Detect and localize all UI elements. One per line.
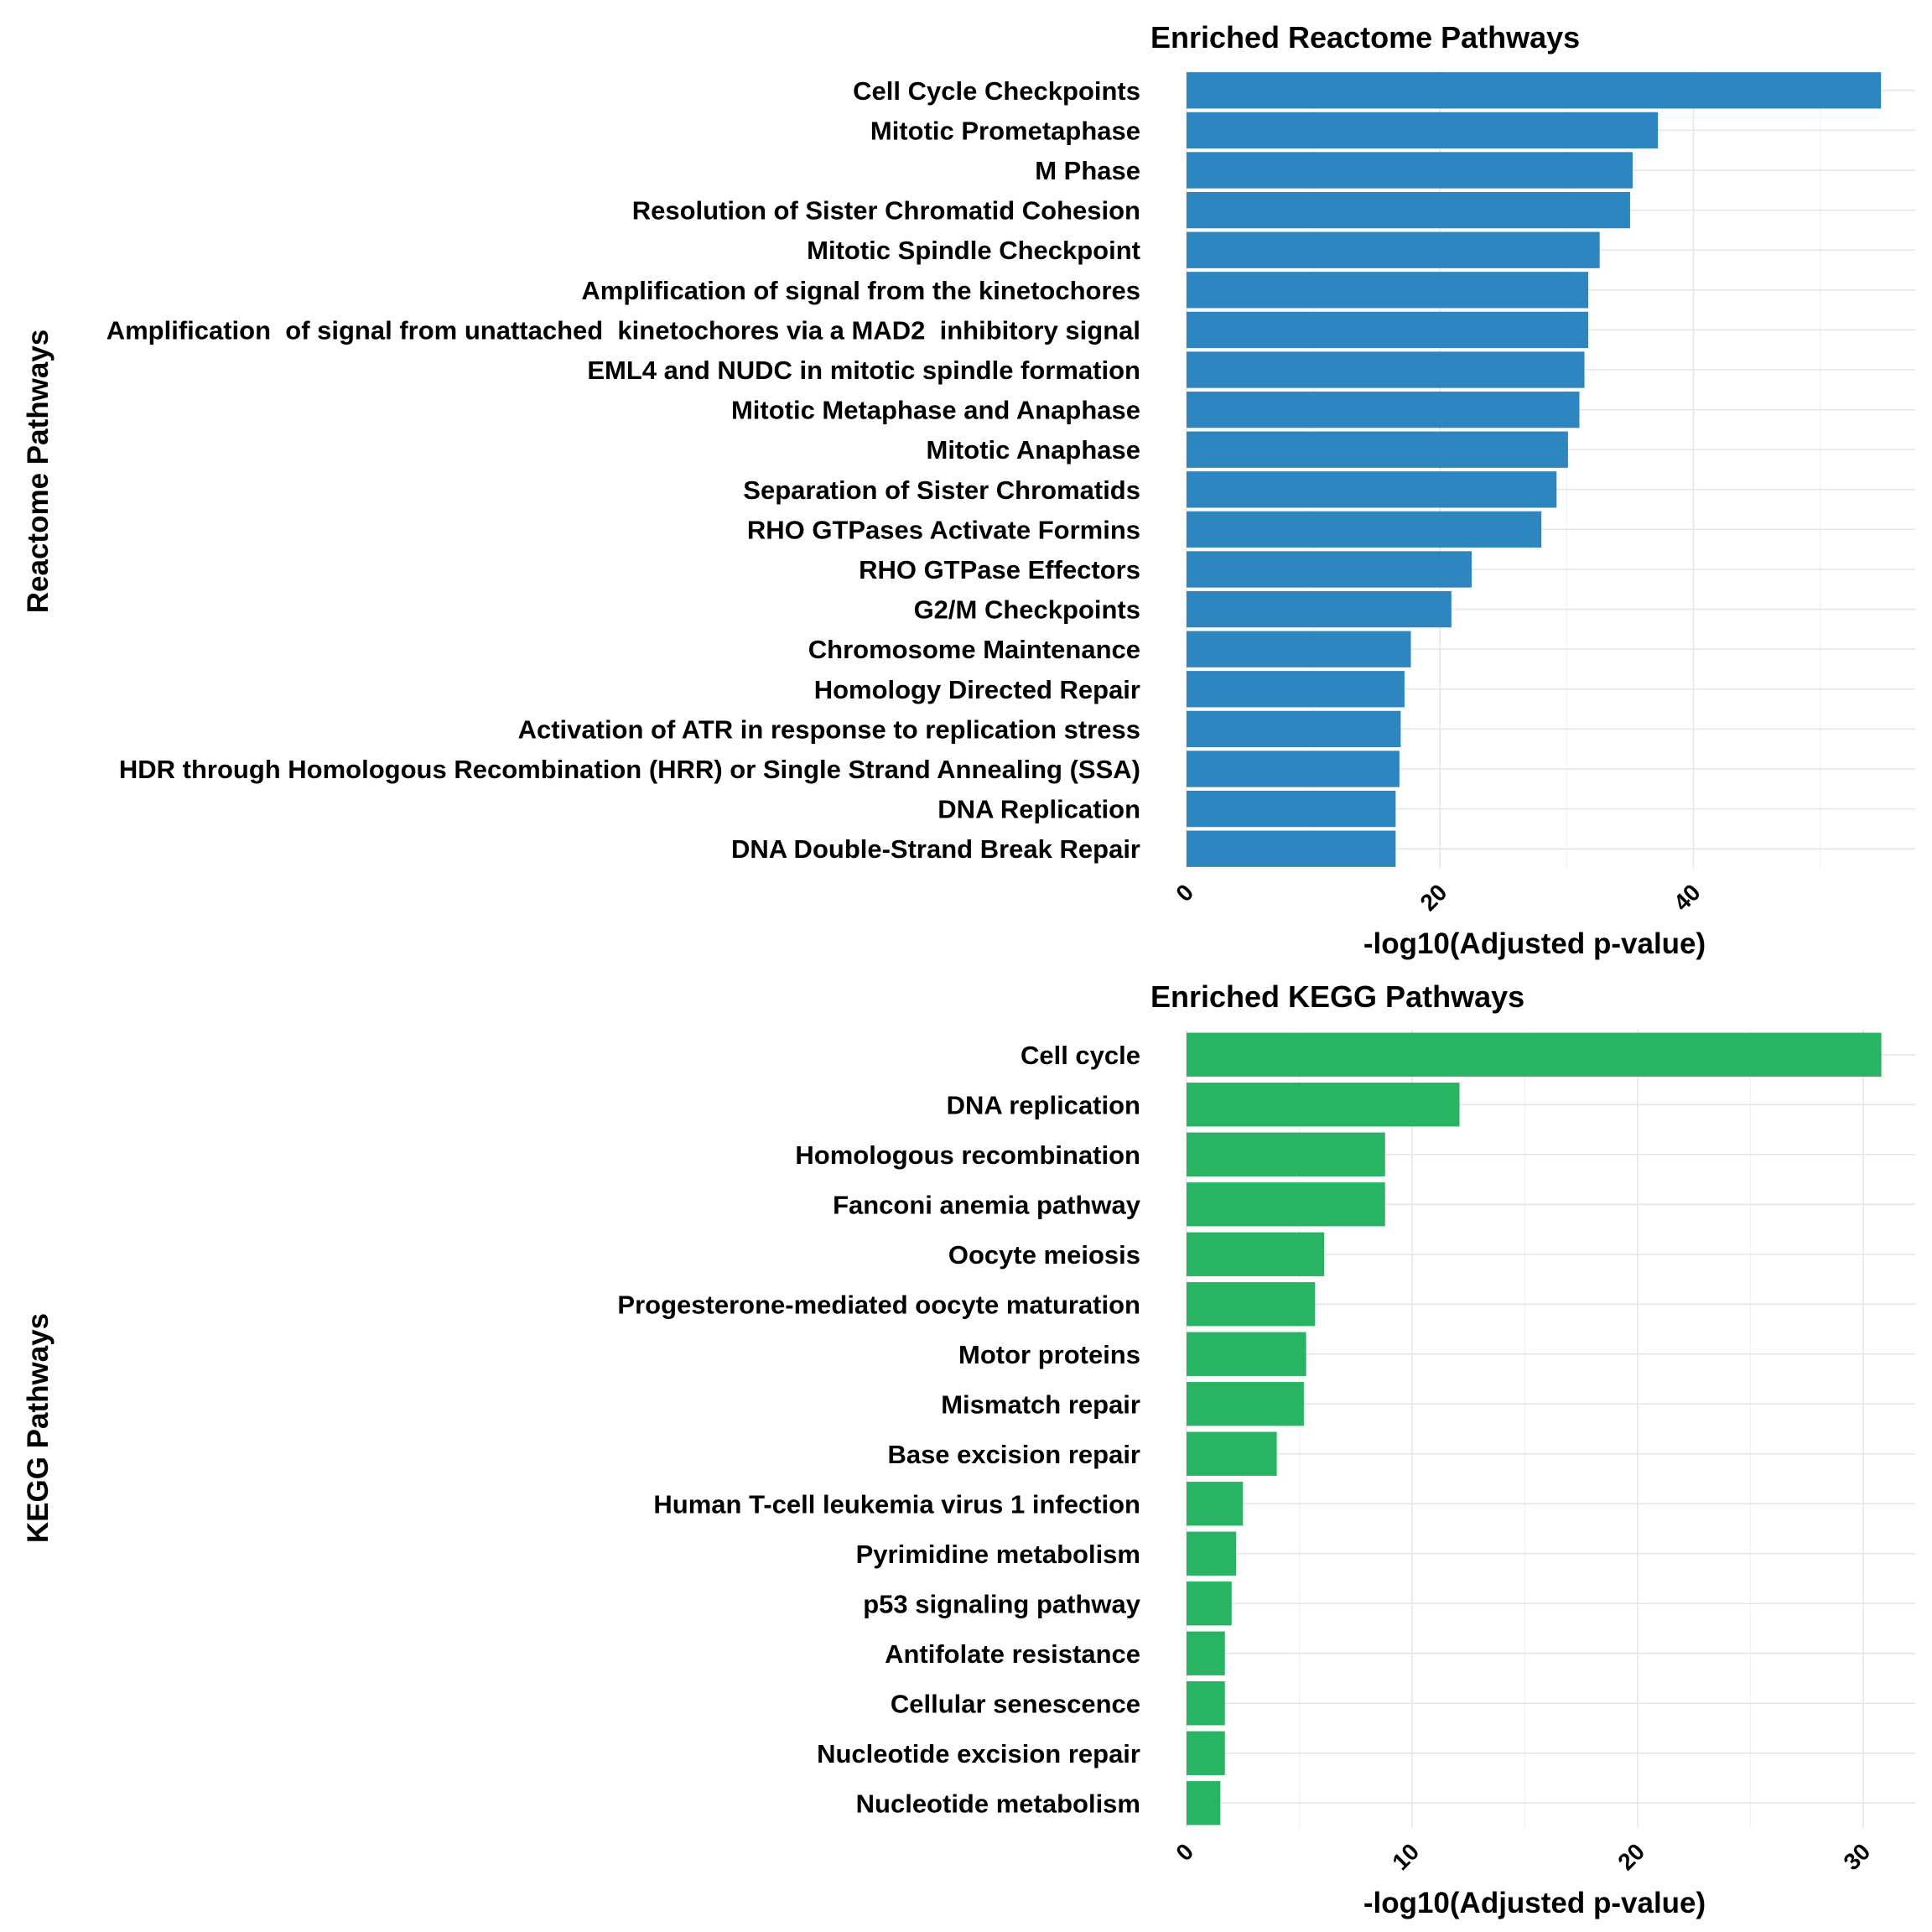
kegg-category-label: Pyrimidine metabolism [856, 1540, 1140, 1569]
kegg-tick-label: 30 [1838, 1838, 1875, 1875]
kegg-bar [1187, 1032, 1882, 1077]
kegg-category-label: Antifolate resistance [885, 1639, 1140, 1669]
kegg-bar [1187, 1431, 1277, 1476]
kegg-category-label: Progesterone-mediated oocyte maturation [617, 1290, 1140, 1319]
kegg-title: Enriched KEGG Pathways [1150, 979, 1524, 1014]
reactome-category-label: Homology Directed Repair [814, 675, 1140, 704]
reactome-category-label: G2/M Checkpoints [914, 595, 1140, 625]
reactome-title: Enriched Reactome Pathways [1150, 20, 1580, 55]
reactome-category-label: Amplification of signal from the kinetoc… [581, 276, 1140, 305]
reactome-bar [1187, 272, 1589, 309]
kegg-bar [1187, 1482, 1244, 1526]
kegg-category-labels: Cell cycle DNA replication Homologous reco… [617, 1041, 1140, 1819]
reactome-bar [1187, 631, 1411, 667]
kegg-category-label: Homologous recombination [795, 1140, 1140, 1170]
kegg-bar [1187, 1332, 1306, 1376]
kegg-bar [1187, 1731, 1225, 1775]
kegg-category-label: Oocyte meiosis [948, 1240, 1140, 1270]
kegg-bar [1187, 1781, 1221, 1826]
kegg-bar [1187, 1581, 1232, 1626]
reactome-bar [1187, 112, 1659, 149]
kegg-category-label: Nucleotide metabolism [856, 1789, 1140, 1818]
reactome-bar [1187, 710, 1401, 748]
reactome-bar [1187, 391, 1580, 428]
reactome-category-label: Mitotic Spindle Checkpoint [807, 236, 1140, 265]
kegg-bars [1187, 1032, 1882, 1826]
kegg-bar [1187, 1631, 1225, 1675]
kegg-tick-label: 20 [1613, 1838, 1649, 1875]
reactome-bar [1187, 311, 1589, 349]
reactome-category-label: Activation of ATR in response to replica… [518, 714, 1140, 744]
reactome-bar [1187, 191, 1630, 229]
kegg-y-axis-title: KEGG Pathways [22, 1313, 55, 1543]
kegg-tick-label: 10 [1387, 1838, 1424, 1875]
reactome-category-label: Resolution of Sister Chromatid Cohesion [632, 196, 1140, 226]
kegg-tick-labels: 0 10 20 30 [1171, 1838, 1875, 1875]
kegg-category-label: Cell cycle [1021, 1041, 1140, 1070]
kegg-category-label: Human T-cell leukemia virus 1 infection [653, 1489, 1140, 1519]
reactome-bars [1187, 72, 1882, 867]
reactome-category-label: EML4 and NUDC in mitotic spindle formati… [587, 356, 1140, 385]
reactome-y-axis-title: Reactome Pathways [22, 330, 55, 613]
kegg-category-label: p53 signaling pathway [863, 1589, 1140, 1618]
reactome-bar [1187, 671, 1405, 708]
reactome-bar [1187, 152, 1633, 189]
kegg-category-label: Motor proteins [958, 1340, 1140, 1369]
kegg-panel: Enriched KEGG Pathways Cell cycle DNA rep… [22, 979, 1915, 1919]
reactome-category-label: Amplification of signal from unattached … [106, 315, 1140, 345]
kegg-bar [1187, 1282, 1316, 1327]
reactome-bar [1187, 72, 1882, 109]
reactome-bar [1187, 790, 1396, 828]
reactome-tick-labels: 0 20 40 [1171, 879, 1705, 916]
reactome-category-label: HDR through Homologous Recombination (HR… [119, 755, 1140, 784]
kegg-category-label: Fanconi anemia pathway [833, 1190, 1141, 1219]
kegg-bar [1187, 1182, 1385, 1227]
reactome-tick-label: 40 [1669, 879, 1706, 916]
reactome-category-label: Cell Cycle Checkpoints [853, 76, 1140, 106]
reactome-bar [1187, 431, 1568, 468]
kegg-bar [1187, 1083, 1460, 1127]
reactome-category-label: DNA Double-Strand Break Repair [731, 834, 1140, 864]
kegg-tick-label: 0 [1171, 1838, 1198, 1866]
reactome-category-label: Mitotic Prometaphase [870, 116, 1140, 145]
reactome-bar [1187, 511, 1542, 548]
kegg-bar [1187, 1531, 1237, 1576]
reactome-category-label: Mitotic Metaphase and Anaphase [731, 396, 1140, 425]
reactome-tick-label: 20 [1415, 879, 1452, 916]
reactome-tick-label: 0 [1171, 879, 1198, 906]
reactome-category-label: Mitotic Anaphase [927, 435, 1141, 465]
kegg-x-axis-title: -log10(Adjusted p-value) [1363, 1887, 1706, 1919]
reactome-bar [1187, 830, 1396, 867]
reactome-category-label: RHO GTPase Effectors [859, 555, 1140, 584]
reactome-bar [1187, 471, 1557, 508]
kegg-category-label: DNA replication [947, 1090, 1140, 1119]
kegg-category-label: Mismatch repair [941, 1389, 1140, 1419]
reactome-bar [1187, 750, 1400, 787]
reactome-category-label: Separation of Sister Chromatids [743, 475, 1140, 505]
kegg-category-label: Cellular senescence [891, 1689, 1140, 1718]
kegg-bar [1187, 1681, 1225, 1726]
reactome-x-axis-title: -log10(Adjusted p-value) [1363, 927, 1706, 960]
reactome-grid [1186, 70, 1915, 869]
kegg-category-label: Nucleotide excision repair [817, 1739, 1140, 1768]
reactome-bar [1187, 231, 1600, 268]
reactome-bar [1187, 351, 1585, 388]
reactome-category-labels: Cell Cycle Checkpoints Mitotic Prometapha… [106, 76, 1140, 864]
reactome-bar [1187, 590, 1452, 628]
kegg-category-label: Base excision repair [887, 1440, 1140, 1469]
reactome-panel: Enriched Reactome Pathways Cell Cycle Ch… [22, 20, 1915, 960]
reactome-bar [1187, 551, 1472, 588]
reactome-category-label: DNA Replication [937, 795, 1140, 824]
reactome-category-label: M Phase [1035, 156, 1140, 185]
kegg-bar [1187, 1232, 1325, 1276]
kegg-bar [1187, 1132, 1385, 1176]
reactome-category-label: RHO GTPases Activate Formins [747, 515, 1140, 544]
kegg-bar [1187, 1382, 1304, 1426]
reactome-category-label: Chromosome Maintenance [808, 635, 1140, 664]
